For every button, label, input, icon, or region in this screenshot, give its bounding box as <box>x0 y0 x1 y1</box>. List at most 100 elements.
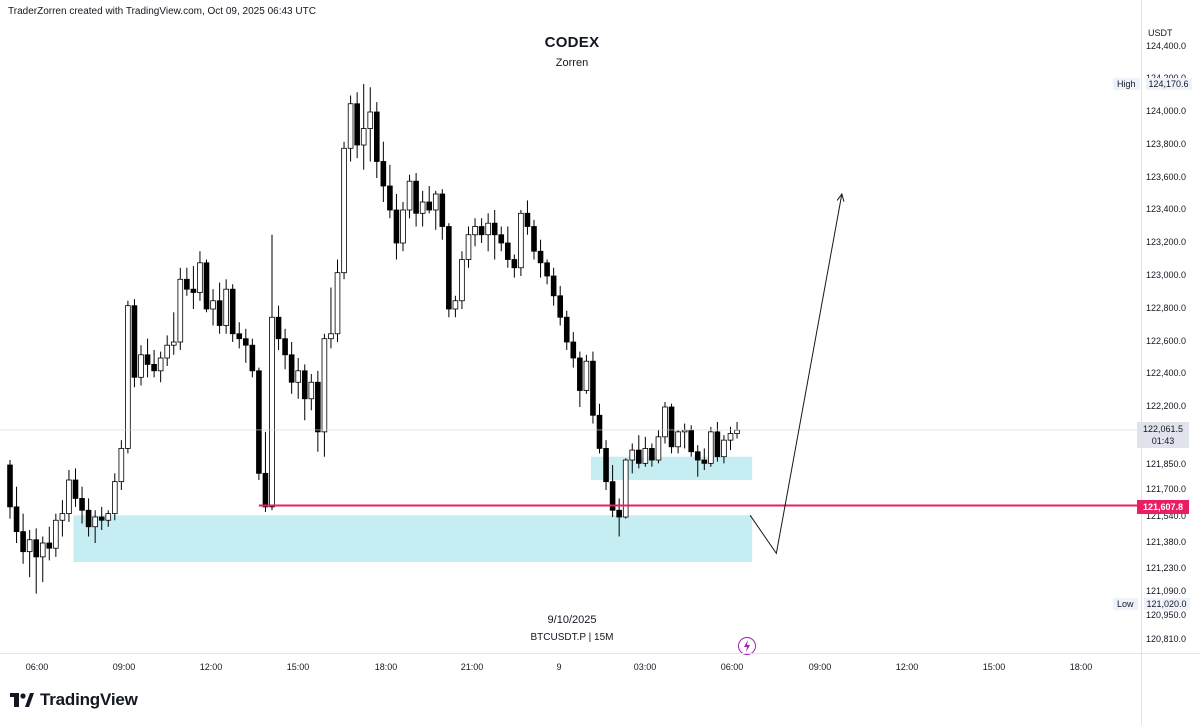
candle-body <box>701 459 708 464</box>
candle <box>334 259 341 342</box>
candle-body <box>550 275 557 297</box>
candle-body <box>531 226 537 252</box>
candle <box>459 251 465 309</box>
current-price: 122,061.5 <box>1142 424 1184 434</box>
price-tick-label: 123,600.0 <box>1146 172 1187 182</box>
candle <box>216 282 223 334</box>
candle-body <box>655 436 662 461</box>
candle <box>636 435 642 469</box>
time-tick-label: 21:00 <box>460 662 484 672</box>
candle-body <box>518 212 524 269</box>
candle-body <box>400 209 406 244</box>
candle <box>269 234 275 511</box>
price-tick-label: 124,000.0 <box>1146 106 1187 116</box>
high-label: High <box>1113 78 1140 90</box>
candle <box>485 213 491 252</box>
candle-body <box>197 262 203 293</box>
candle-body <box>79 498 85 511</box>
candle-body <box>563 316 570 343</box>
candle <box>701 448 708 470</box>
high-value: 124,170.6 <box>1145 78 1192 90</box>
candle-body <box>616 509 622 518</box>
candle-body <box>341 147 347 274</box>
candle <box>151 350 157 378</box>
high-marker: High 124,170.6 <box>1113 78 1192 90</box>
candle-body <box>236 333 243 340</box>
candle <box>190 266 197 309</box>
candle-body <box>72 479 79 499</box>
candle-body <box>583 360 590 391</box>
candle-body <box>157 357 164 372</box>
candle-body <box>216 300 223 326</box>
candle <box>498 226 505 252</box>
candle-body <box>125 305 131 449</box>
candle <box>721 435 727 464</box>
candle <box>714 421 721 462</box>
candle <box>184 267 190 296</box>
candle <box>675 430 681 454</box>
candle-body <box>446 226 452 310</box>
candle <box>367 87 374 162</box>
candle <box>321 333 328 457</box>
candle <box>210 289 216 326</box>
tradingview-logo[interactable]: TradingView <box>10 690 138 710</box>
candle <box>373 102 380 178</box>
candle-body <box>85 509 92 528</box>
candle <box>472 218 478 247</box>
candle-body <box>511 259 518 269</box>
price-tick-label: 122,400.0 <box>1146 368 1187 378</box>
price-tick-label: 124,400.0 <box>1146 41 1187 51</box>
candle <box>511 254 518 278</box>
candle <box>308 374 315 411</box>
lightning-icon[interactable] <box>738 637 756 655</box>
candle-body <box>269 316 275 508</box>
candle <box>301 364 308 421</box>
time-tick-label: 9 <box>556 662 562 672</box>
candle-body <box>544 262 550 277</box>
candle <box>380 141 387 202</box>
candle-body <box>164 344 171 359</box>
candle-body <box>20 531 26 553</box>
candle-body <box>426 201 432 211</box>
price-tick-label: 123,400.0 <box>1146 204 1187 214</box>
candle-body <box>347 103 354 149</box>
price-tick-label: 121,850.0 <box>1146 459 1187 469</box>
chart-subtitle: Zorren <box>555 57 589 69</box>
candle <box>13 486 20 543</box>
candle-body <box>138 354 144 378</box>
candle-body <box>170 341 177 346</box>
candle <box>354 92 360 159</box>
candle-body <box>681 429 688 433</box>
candle <box>537 239 544 278</box>
candle-body <box>360 128 367 146</box>
time-tick-label: 12:00 <box>895 662 919 672</box>
candle-body <box>387 185 393 211</box>
candlestick-chart[interactable] <box>0 0 1141 653</box>
candle <box>256 367 262 480</box>
candle-body <box>203 262 210 310</box>
candle <box>53 513 59 557</box>
current-price-tag: 122,061.5 01:43 <box>1137 422 1189 448</box>
candle <box>249 338 256 378</box>
candle-body <box>242 338 249 346</box>
candle <box>629 443 636 474</box>
candle-body <box>334 272 341 335</box>
candle <box>590 351 596 424</box>
candle <box>347 95 354 162</box>
candle <box>7 460 13 519</box>
candle <box>242 328 249 363</box>
price-tick-label: 123,000.0 <box>1146 270 1187 280</box>
candle <box>72 468 79 507</box>
candle <box>531 219 537 260</box>
candle <box>419 190 426 227</box>
candle <box>393 194 400 260</box>
candle <box>275 305 282 350</box>
price-axis[interactable]: USDT 124,400.0124,200.0124,000.0123,800.… <box>1141 0 1200 725</box>
tradingview-logo-icon <box>10 693 34 707</box>
candle <box>603 440 609 490</box>
candle <box>400 202 406 252</box>
candle-body <box>373 111 380 162</box>
time-tick-label: 12:00 <box>199 662 223 672</box>
candle <box>59 500 66 537</box>
candle <box>328 287 334 349</box>
